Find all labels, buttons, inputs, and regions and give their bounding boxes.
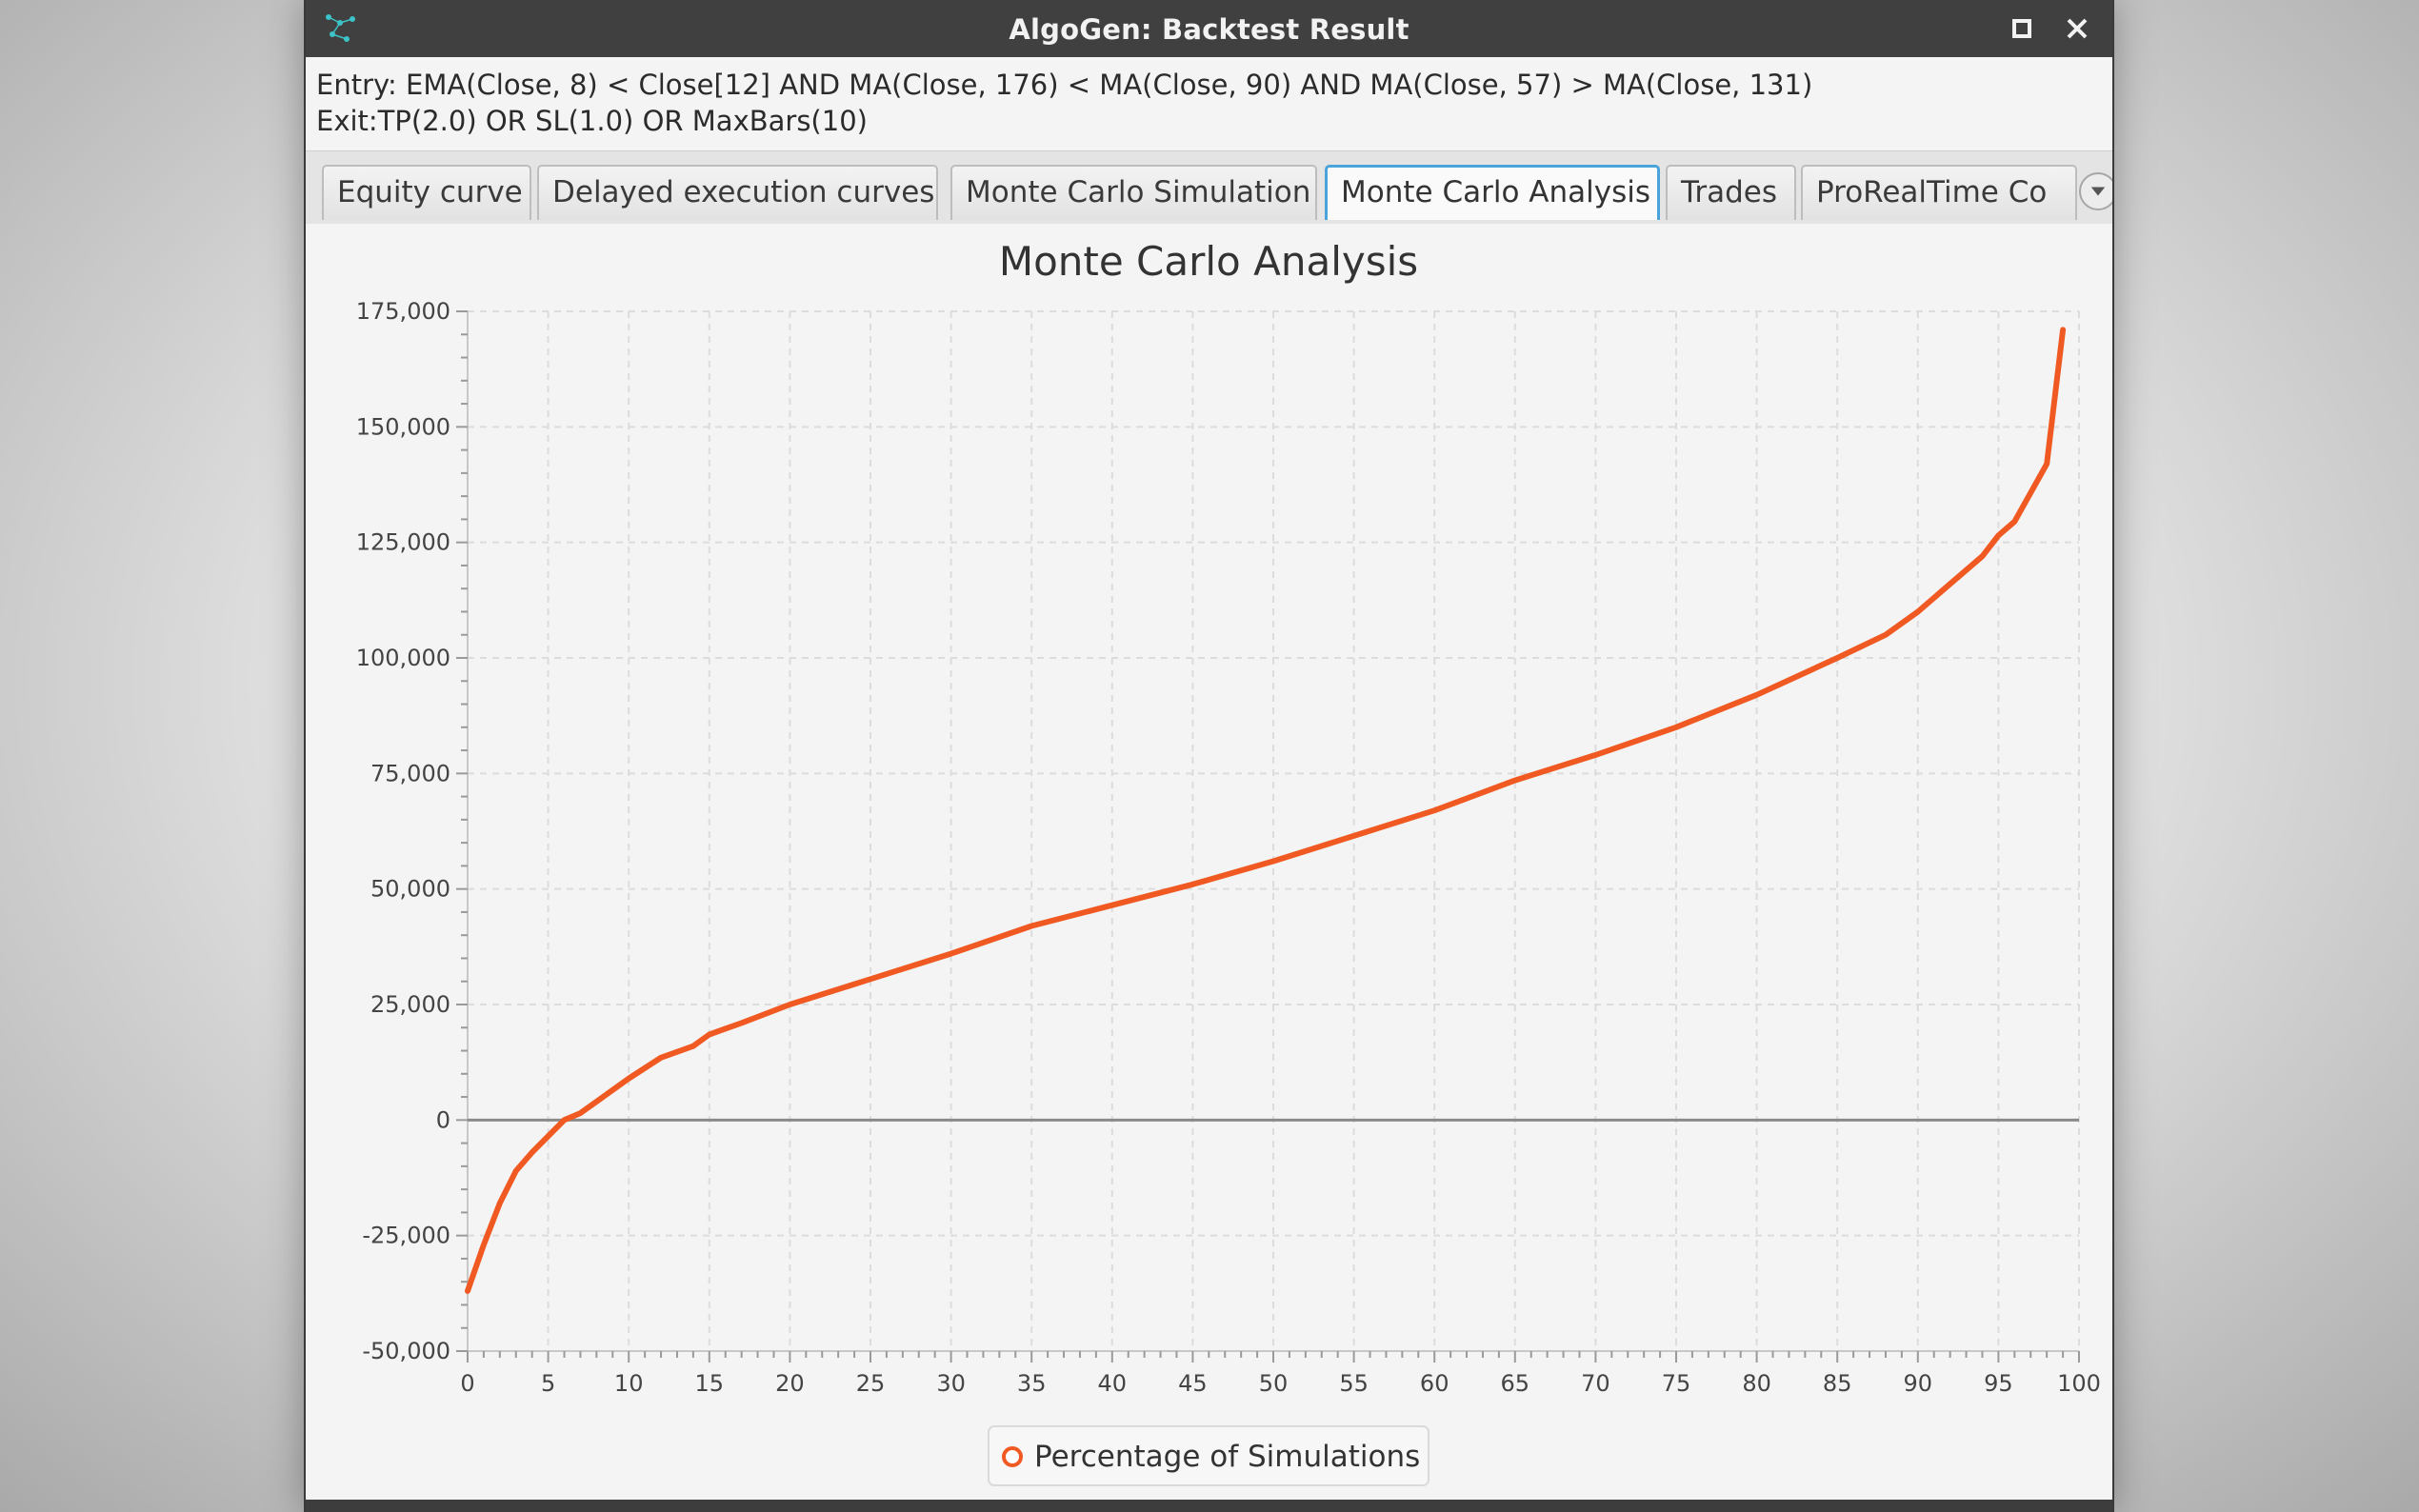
y-tick-label: -50,000 <box>362 1338 450 1364</box>
x-tick-label: 30 <box>936 1370 966 1397</box>
chart-legend: Percentage of Simulations <box>988 1425 1429 1486</box>
chart-tick-labels: 0 5 10 15 20 25 30 35 40 45 50 55 60 65 70 75 80 85 90 95 10… <box>356 298 2101 1397</box>
tab-delayed-execution-curves[interactable]: Delayed execution curves <box>537 165 938 220</box>
x-tick-label: 0 <box>460 1370 474 1397</box>
tab-trades[interactable]: Trades <box>1666 165 1796 220</box>
x-tick-label: 25 <box>856 1370 886 1397</box>
tab-monte-carlo-simulation[interactable]: Monte Carlo Simulation <box>950 165 1317 220</box>
x-tick-label: 45 <box>1178 1370 1208 1397</box>
chart-axes <box>456 310 2080 1363</box>
x-tick-label: 100 <box>2057 1370 2101 1397</box>
chart-series <box>465 327 2067 1294</box>
legend-label: Percentage of Simulations <box>1034 1440 1421 1474</box>
maximize-icon[interactable] <box>2005 11 2039 46</box>
tab-prorealtime-code[interactable]: ProRealTime Co <box>1801 165 2077 220</box>
y-tick-label: 0 <box>436 1106 450 1133</box>
y-tick-label: 75,000 <box>370 760 450 786</box>
y-tick-label: 150,000 <box>356 413 450 440</box>
series-line <box>465 327 2067 1294</box>
monte-carlo-chart: Monte Carlo Analysis 0 5 10 15 20 25 30 35 40 45 5… <box>356 238 2101 1397</box>
tab-equity-curve[interactable]: Equity curve <box>322 165 531 220</box>
app-logo-icon <box>326 14 355 42</box>
y-tick-label: 25,000 <box>370 991 450 1018</box>
y-tick-label: -25,000 <box>362 1223 450 1249</box>
x-tick-label: 95 <box>1984 1370 2013 1397</box>
chart-grid <box>468 310 2080 1351</box>
x-tick-label: 10 <box>614 1370 644 1397</box>
x-tick-label: 65 <box>1501 1370 1530 1397</box>
entry-rule: Entry: EMA(Close, 8) < Close[12] AND MA(… <box>316 69 1813 101</box>
y-tick-label: 100,000 <box>356 645 450 671</box>
chevron-down-icon[interactable] <box>2079 172 2112 210</box>
x-tick-label: 90 <box>1904 1370 1933 1397</box>
window-bottom-border <box>306 1500 2112 1512</box>
y-tick-label: 125,000 <box>356 529 450 556</box>
tab-monte-carlo-analysis[interactable]: Monte Carlo Analysis <box>1325 165 1660 220</box>
exit-rule: Exit:TP(2.0) OR SL(1.0) OR MaxBars(10) <box>316 105 868 137</box>
y-tick-label: 175,000 <box>356 298 450 325</box>
x-tick-label: 80 <box>1742 1370 1771 1397</box>
x-tick-label: 50 <box>1259 1370 1289 1397</box>
legend-marker <box>1002 1446 1023 1467</box>
x-tick-label: 35 <box>1017 1370 1047 1397</box>
x-tick-label: 55 <box>1339 1370 1369 1397</box>
strategy-rules: Entry: EMA(Close, 8) < Close[12] AND MA(… <box>316 67 1812 139</box>
x-tick-label: 75 <box>1662 1370 1691 1397</box>
chart-title: Monte Carlo Analysis <box>999 238 1418 285</box>
tab-bar: Equity curve Delayed execution curves Mo… <box>306 150 2112 225</box>
title-bar[interactable]: AlgoGen: Backtest Result <box>306 0 2112 57</box>
x-tick-label: 85 <box>1823 1370 1852 1397</box>
x-tick-label: 5 <box>541 1370 555 1397</box>
backtest-result-window: AlgoGen: Backtest Result Entry: EMA(Clos… <box>306 0 2112 1512</box>
x-tick-label: 20 <box>775 1370 805 1397</box>
y-tick-label: 50,000 <box>370 876 450 903</box>
chart-panel: Monte Carlo Analysis 0 5 10 15 20 25 30 35 40 45 5… <box>306 224 2112 1500</box>
x-tick-label: 40 <box>1098 1370 1128 1397</box>
close-icon[interactable] <box>2060 11 2094 46</box>
x-tick-label: 60 <box>1420 1370 1449 1397</box>
x-tick-label: 15 <box>695 1370 725 1397</box>
window-title: AlgoGen: Backtest Result <box>1009 13 1409 46</box>
x-tick-label: 70 <box>1581 1370 1610 1397</box>
